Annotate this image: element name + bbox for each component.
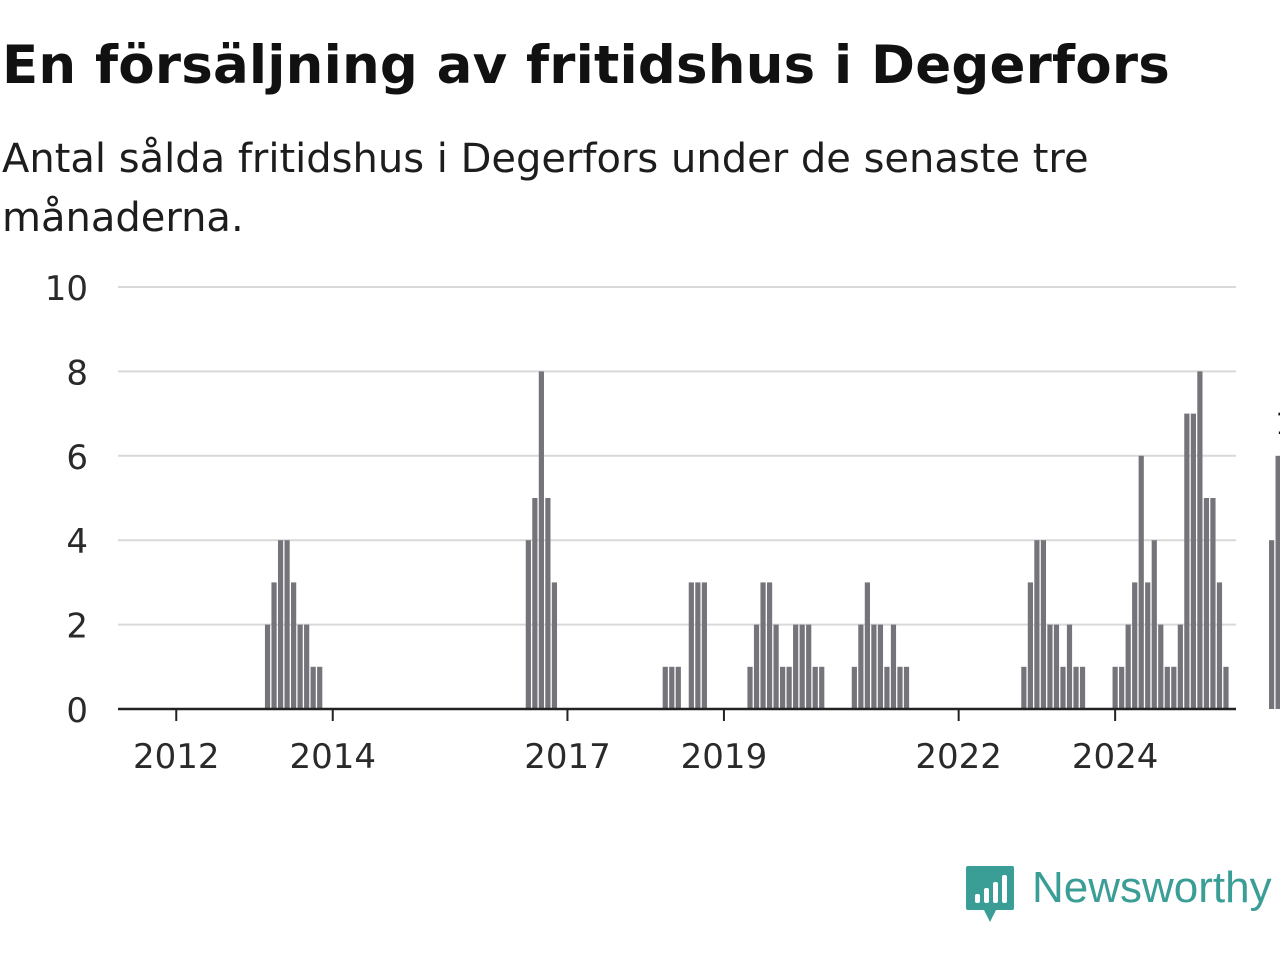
y-tick-label: 2 — [66, 607, 88, 647]
x-tick-label: 2024 — [1072, 737, 1159, 777]
bar — [793, 624, 799, 709]
bar — [545, 498, 551, 709]
bar — [1151, 540, 1157, 709]
bar — [1112, 666, 1118, 709]
bar — [1203, 498, 1210, 709]
bar — [812, 666, 818, 709]
bar — [799, 624, 805, 709]
bar — [1190, 413, 1196, 709]
latest-value-label: 1 — [1275, 407, 1280, 442]
brand-name[interactable]: Newsworthy — [1032, 863, 1272, 912]
logo-bar-3 — [993, 882, 998, 903]
x-axis-ticks: 2012 2014 2017 2019 2022 2024 — [133, 709, 1158, 777]
bar — [884, 666, 890, 709]
bar — [1275, 455, 1280, 709]
x-tick-label: 2022 — [915, 737, 1002, 777]
logo-bar-1 — [975, 894, 980, 903]
bar — [871, 624, 877, 709]
bar — [701, 582, 707, 709]
bar — [662, 666, 668, 709]
bar — [1125, 624, 1131, 709]
bar — [1066, 624, 1073, 709]
logo-bar-2 — [984, 888, 989, 903]
bar — [903, 666, 910, 709]
y-tick-label: 6 — [66, 438, 88, 478]
bar — [1164, 666, 1170, 709]
bar — [1216, 582, 1223, 709]
x-tick-label: 2012 — [133, 737, 220, 777]
bar — [284, 540, 290, 709]
bar — [1053, 624, 1060, 709]
bar — [1027, 582, 1033, 709]
bar — [897, 666, 903, 709]
bar — [271, 582, 277, 709]
bar — [538, 371, 544, 709]
bar — [310, 666, 316, 709]
bar — [688, 582, 694, 709]
logo-bar-4 — [1002, 875, 1007, 903]
bar — [1034, 540, 1040, 709]
bar — [1021, 666, 1027, 709]
bar — [304, 624, 310, 709]
bar — [864, 582, 870, 709]
bar — [551, 582, 558, 709]
bar — [1145, 582, 1151, 709]
bar — [1040, 540, 1047, 709]
bar — [1210, 498, 1216, 709]
bar — [890, 624, 897, 709]
bar — [1079, 666, 1086, 709]
x-tick-label: 2014 — [289, 737, 376, 777]
chart-subtitle: Antal sålda fritidshus i Degerfors under… — [2, 136, 1089, 241]
x-tick-label: 2019 — [681, 737, 768, 777]
bar — [1197, 371, 1203, 709]
bar — [297, 624, 303, 709]
bar — [786, 666, 792, 709]
bar — [819, 666, 825, 709]
bar — [1269, 540, 1275, 709]
bar — [780, 666, 786, 709]
newsworthy-logo-icon[interactable] — [964, 864, 1016, 926]
y-tick-label: 4 — [66, 522, 88, 562]
bar — [317, 666, 323, 709]
bar — [1138, 455, 1144, 709]
bar — [766, 582, 773, 709]
bar — [1060, 666, 1066, 709]
bar — [1073, 666, 1079, 709]
y-tick-label: 0 — [66, 691, 88, 731]
bar — [753, 624, 760, 709]
bar — [532, 498, 538, 709]
x-tick-label: 2017 — [524, 737, 611, 777]
bar — [1047, 624, 1053, 709]
bar — [669, 666, 675, 709]
bar — [851, 666, 857, 709]
bar — [877, 624, 884, 709]
bar — [858, 624, 864, 709]
bar-chart: 0 2 4 6 8 10 2012 2014 2017 2019 2022 2024 1 — [45, 269, 1280, 777]
y-tick-label: 8 — [66, 353, 88, 393]
bar — [264, 624, 271, 709]
annotation: 1 — [1272, 404, 1280, 445]
bar — [773, 624, 779, 709]
bar — [1177, 624, 1183, 709]
bar — [1223, 666, 1229, 709]
bar — [675, 666, 681, 709]
bar — [760, 582, 766, 709]
y-axis-ticks: 0 2 4 6 8 10 — [45, 269, 88, 731]
chart-title: En försäljning av fritidshus i Degerfors — [2, 35, 1170, 96]
bar — [1171, 666, 1177, 709]
bar — [525, 540, 531, 709]
bars — [264, 371, 1280, 709]
bar — [1132, 582, 1138, 709]
bar — [1184, 413, 1190, 709]
bar — [695, 582, 701, 709]
bar — [1158, 624, 1164, 709]
bar — [291, 582, 297, 709]
y-tick-label: 10 — [45, 269, 88, 309]
bar — [1119, 666, 1125, 709]
bar — [806, 624, 812, 709]
bar — [277, 540, 284, 709]
bar — [747, 666, 753, 709]
